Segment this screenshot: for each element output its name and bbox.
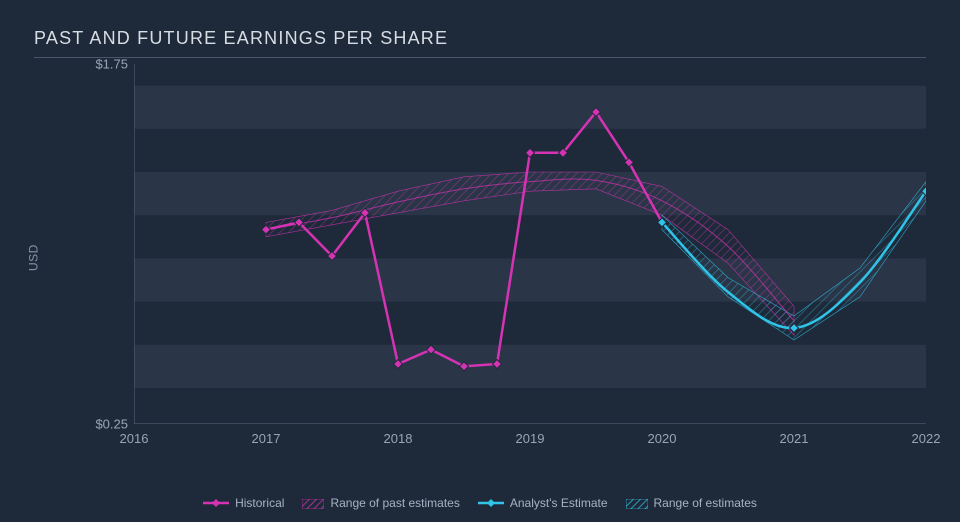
y-axis-label: USD xyxy=(26,244,40,271)
x-tick-label: 2018 xyxy=(384,431,413,446)
legend-item-historical: Historical xyxy=(203,496,284,510)
x-tick-label: 2017 xyxy=(252,431,281,446)
y-tick-label: $0.25 xyxy=(95,417,128,432)
legend-label: Range of past estimates xyxy=(330,496,459,510)
legend: Historical Range of past estimates Analyst… xyxy=(0,496,960,510)
legend-swatch-icon xyxy=(302,498,324,508)
legend-label: Range of estimates xyxy=(654,496,757,510)
legend-swatch-icon xyxy=(203,498,229,508)
x-tick-label: 2021 xyxy=(780,431,809,446)
chart-title: PAST AND FUTURE EARNINGS PER SHARE xyxy=(34,28,926,49)
x-tick-label: 2022 xyxy=(912,431,941,446)
chart-plot xyxy=(134,64,926,424)
legend-item-range-estimates: Range of estimates xyxy=(626,496,757,510)
legend-item-analyst-estimate: Analyst's Estimate xyxy=(478,496,608,510)
y-tick-label: $1.75 xyxy=(95,57,128,72)
x-tick-label: 2020 xyxy=(648,431,677,446)
legend-swatch-icon xyxy=(626,498,648,508)
legend-item-range-past-estimates: Range of past estimates xyxy=(302,496,459,510)
legend-label: Analyst's Estimate xyxy=(510,496,608,510)
chart-container: PAST AND FUTURE EARNINGS PER SHARE USD $… xyxy=(0,0,960,522)
x-tick-label: 2016 xyxy=(120,431,149,446)
title-rule xyxy=(34,57,926,58)
legend-swatch-icon xyxy=(478,498,504,508)
x-tick-label: 2019 xyxy=(516,431,545,446)
chart-area: USD $0.25$1.7520162017201820192020202120… xyxy=(34,64,926,464)
legend-label: Historical xyxy=(235,496,284,510)
